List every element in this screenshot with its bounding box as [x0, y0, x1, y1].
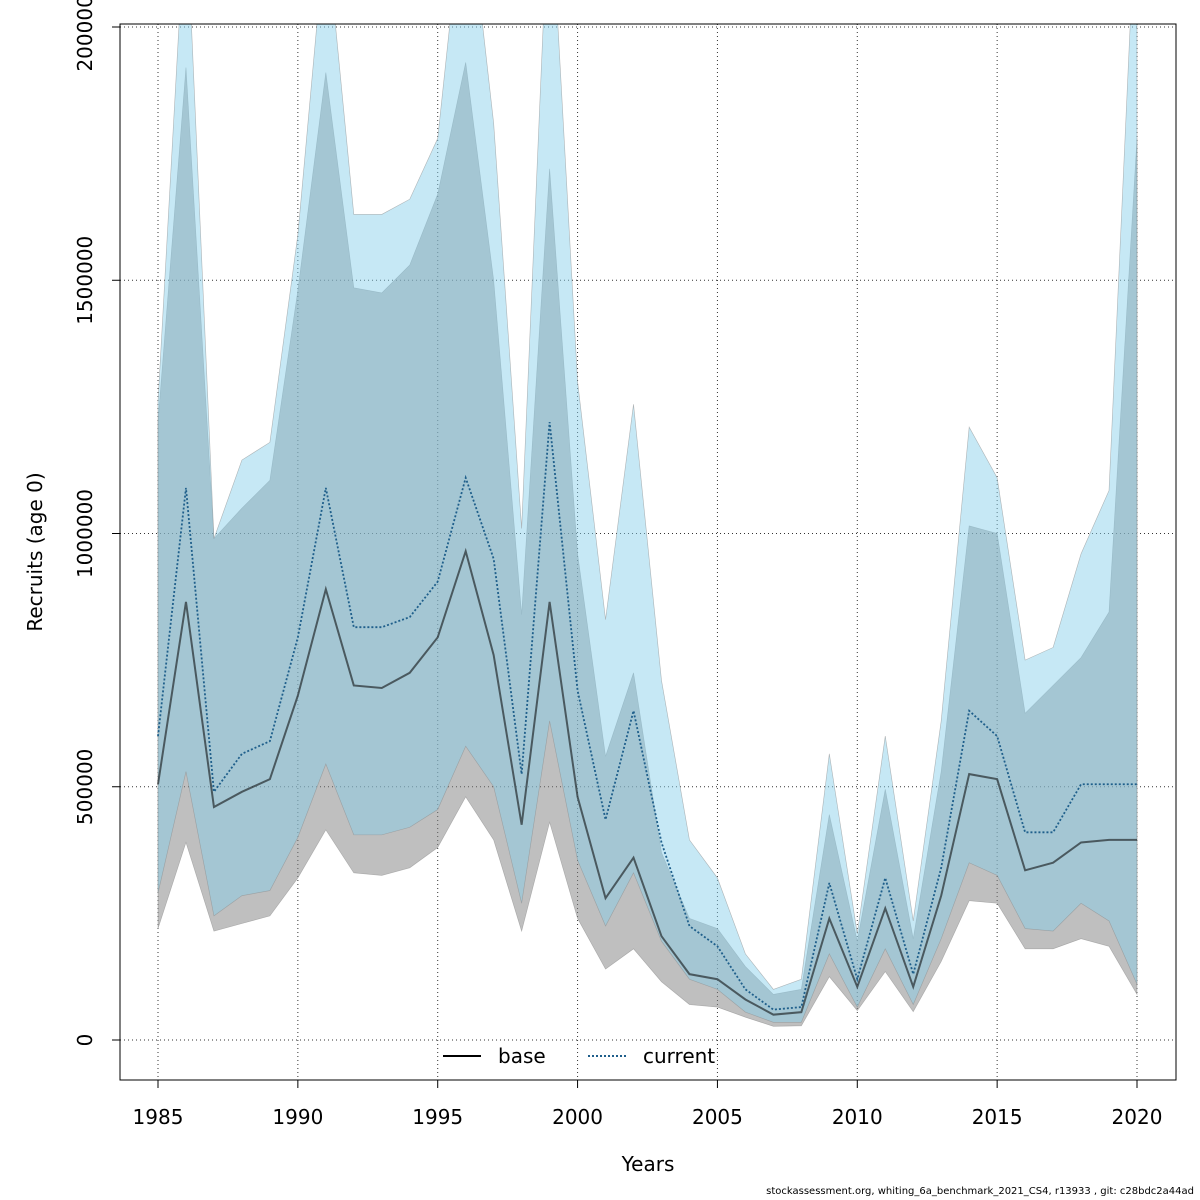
legend: base current: [443, 1044, 715, 1068]
y-axis-title: Recruits (age 0): [23, 472, 47, 631]
legend-label-current: current: [643, 1044, 715, 1068]
x-axis-title: Years: [621, 1152, 675, 1176]
series-lines: [157, 421, 1137, 1016]
confidence-bands: [157, 24, 1138, 1027]
y-tick-label: 500000: [73, 749, 97, 825]
y-tick-label: 1500000: [73, 236, 97, 325]
y-tick-label: 2000000: [73, 0, 97, 72]
x-tick-label: 2020: [1112, 1105, 1163, 1129]
footnote: stockassessment.org, whiting_6a_benchmar…: [766, 1186, 1194, 1197]
x-tick-label: 2000: [552, 1105, 603, 1129]
x-tick-label: 1990: [272, 1105, 323, 1129]
series-line-base: [157, 547, 1137, 1016]
confidence-band-current: [157, 24, 1138, 1023]
y-tick-label: 1000000: [73, 489, 97, 578]
x-axis: 1985 1990 1995 2000 2005 2010 2015 2020: [133, 1079, 1163, 1129]
confidence-band-base: [157, 62, 1138, 1027]
y-tick-label: 0: [73, 1034, 97, 1047]
x-tick-label: 1995: [412, 1105, 463, 1129]
x-tick-label: 2015: [972, 1105, 1023, 1129]
y-axis: 0 500000 1000000 1500000 2000000: [73, 0, 121, 1047]
legend-label-base: base: [498, 1044, 546, 1068]
x-tick-label: 1985: [133, 1105, 184, 1129]
x-tick-label: 2010: [832, 1105, 883, 1129]
x-tick-label: 2005: [692, 1105, 743, 1129]
